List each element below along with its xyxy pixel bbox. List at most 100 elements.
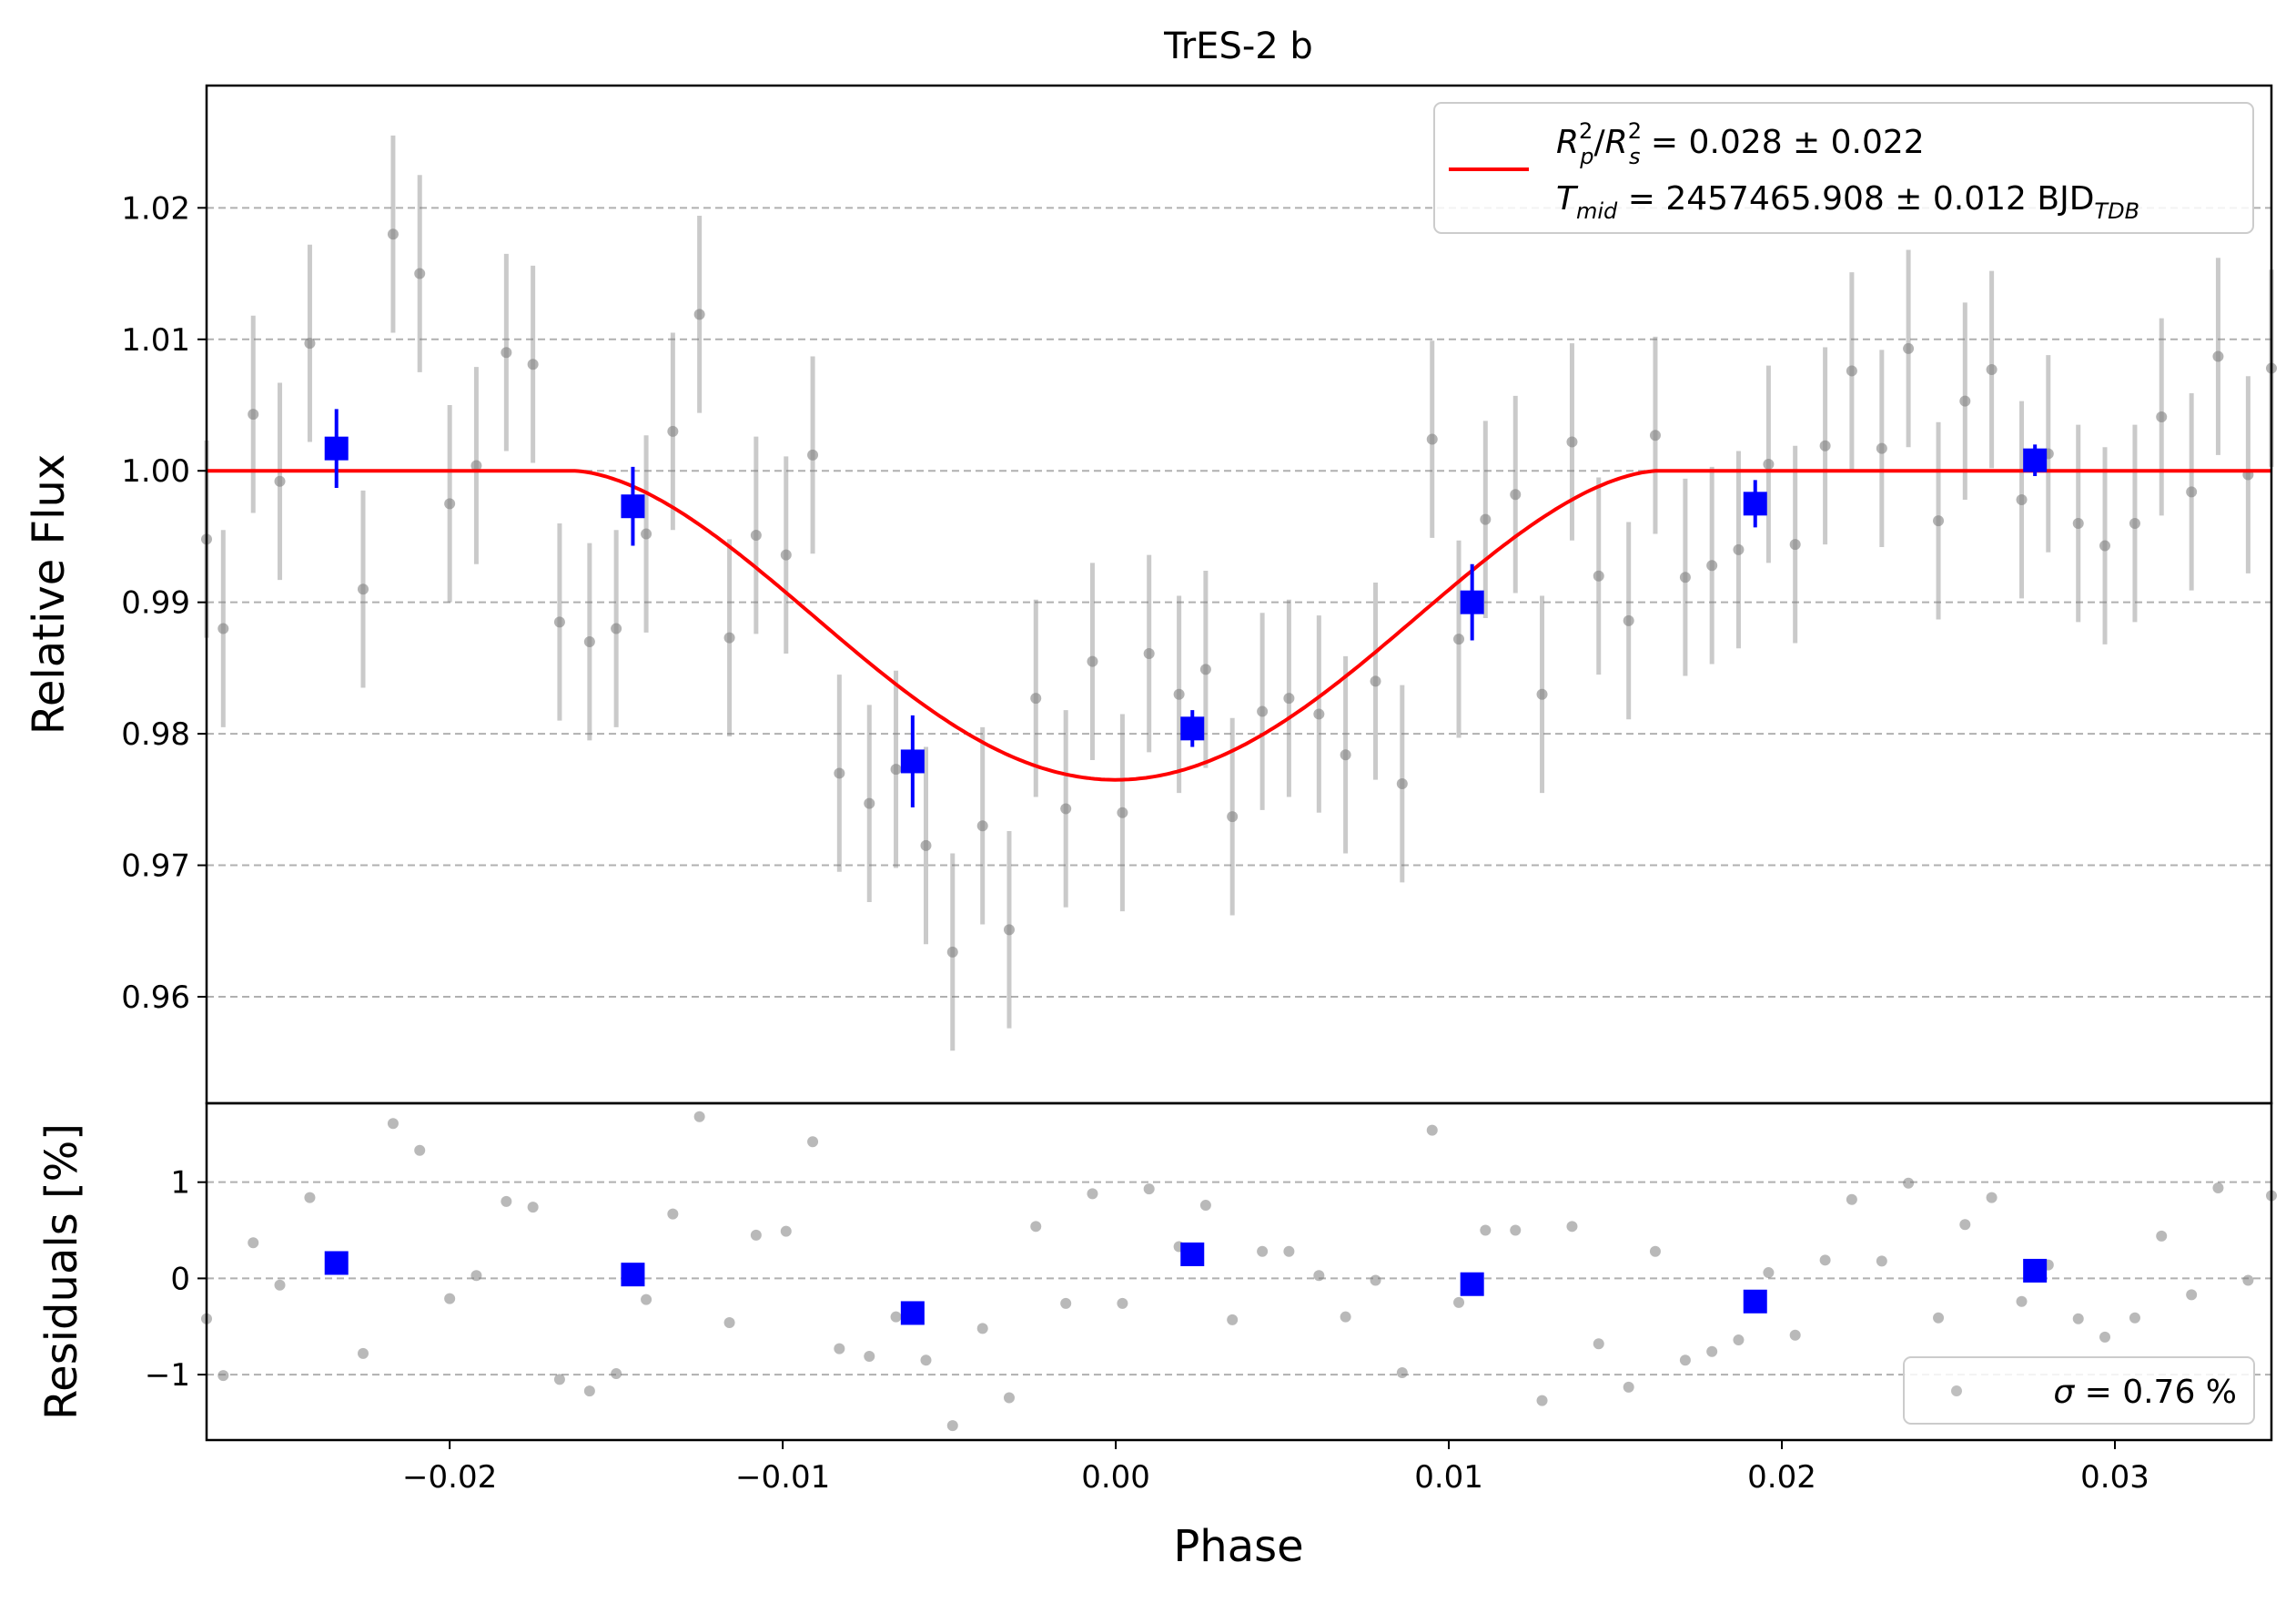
raw-data-point xyxy=(1087,655,1098,667)
raw-data-point xyxy=(1959,395,1971,407)
residual-point xyxy=(217,1370,229,1382)
residual-point xyxy=(1706,1345,1718,1357)
binned-residual-point xyxy=(621,1263,645,1287)
bottom-axes-frame xyxy=(205,1101,2273,1442)
residual-point xyxy=(248,1237,259,1249)
residual-point xyxy=(501,1195,512,1207)
raw-data-point xyxy=(1426,433,1438,445)
raw-data-point xyxy=(217,623,229,634)
raw-data-point xyxy=(248,409,259,421)
top-y-tick-label: 0.99 xyxy=(121,585,190,622)
top-axes-frame xyxy=(205,84,2273,1105)
binned-residual-point xyxy=(900,1301,925,1325)
legend-line-2: Tmid = 2457465.908 ± 0.012 BJDTDB xyxy=(1556,180,2139,224)
residual-point xyxy=(1480,1224,1492,1236)
residual-point xyxy=(1903,1177,1915,1189)
binned-data-point xyxy=(621,494,645,519)
residual-point xyxy=(1396,1367,1408,1378)
top-y-ticks: 0.96 0.97 0.98 0.99 1.00 1.01 1.02 xyxy=(121,190,207,1016)
raw-data-point xyxy=(501,347,512,359)
residual-point xyxy=(414,1144,426,1156)
residual-point xyxy=(1117,1297,1128,1309)
top-y-tick-label: 1.01 xyxy=(121,322,190,359)
residual-point xyxy=(1340,1311,1351,1323)
residual-point xyxy=(1623,1381,1634,1393)
residual-point xyxy=(1030,1221,1042,1233)
residual-point xyxy=(1819,1254,1831,1266)
top-binned-points xyxy=(324,409,2048,807)
raw-data-point xyxy=(1706,560,1718,572)
residuals-panel: −1 0 1 −0.02 −0.01 0.00 0.01 0.02 0.03 Residual… xyxy=(36,1101,2277,1572)
raw-data-point xyxy=(527,359,539,370)
raw-data-point xyxy=(834,767,845,779)
binned-residual-point xyxy=(2023,1258,2048,1283)
raw-data-point xyxy=(1143,648,1155,659)
residual-point xyxy=(611,1368,622,1380)
bottom-grid xyxy=(207,1181,2271,1376)
raw-data-point xyxy=(1763,459,1775,470)
residual-point xyxy=(780,1225,792,1237)
residual-point xyxy=(1649,1245,1661,1257)
residual-point xyxy=(1846,1193,1857,1205)
raw-data-point xyxy=(1340,749,1351,761)
chart-title: TrES-2 b xyxy=(1163,25,1313,67)
binned-data-point xyxy=(324,436,349,461)
top-y-tick-label: 0.98 xyxy=(121,716,190,753)
residual-point xyxy=(946,1420,958,1432)
raw-data-point xyxy=(1313,708,1325,720)
residual-point xyxy=(890,1311,902,1323)
residual-point xyxy=(641,1294,652,1305)
transit-model-line xyxy=(207,469,2271,782)
raw-data-point xyxy=(920,839,932,851)
binned-data-point xyxy=(1180,716,1205,741)
raw-data-point xyxy=(1370,675,1381,687)
raw-data-point xyxy=(1623,614,1634,626)
bottom-y-ticks: −1 0 1 xyxy=(145,1165,207,1394)
residual-point xyxy=(1536,1395,1548,1406)
residual-point xyxy=(864,1351,875,1363)
residual-point xyxy=(304,1192,316,1203)
raw-data-point xyxy=(1003,924,1015,936)
raw-data-point xyxy=(274,475,286,487)
bottom-legend-box xyxy=(1903,1356,2255,1425)
raw-data-point xyxy=(1396,778,1408,789)
x-axis-label: Phase xyxy=(1173,1521,1303,1572)
raw-data-point xyxy=(1117,807,1128,818)
x-tick-label: −0.01 xyxy=(735,1459,830,1496)
raw-data-point xyxy=(1649,430,1661,441)
raw-data-point xyxy=(2212,350,2224,362)
raw-data-point xyxy=(470,460,482,472)
raw-data-point xyxy=(864,797,875,809)
raw-data-point xyxy=(976,820,988,832)
raw-data-point xyxy=(1679,572,1691,583)
residual-point xyxy=(1087,1188,1098,1200)
bottom-y-axis-label: Residuals [%] xyxy=(36,1123,87,1420)
raw-data-point xyxy=(1819,440,1831,451)
raw-data-point xyxy=(444,498,456,510)
residual-point xyxy=(2156,1230,2168,1242)
top-y-tick-label: 1.00 xyxy=(121,453,190,490)
residual-point xyxy=(1679,1354,1691,1366)
residual-point xyxy=(1453,1296,1465,1308)
binned-residual-point xyxy=(324,1251,349,1275)
raw-data-point xyxy=(1510,489,1522,501)
binned-data-point xyxy=(900,749,925,774)
raw-data-point xyxy=(2072,518,2084,529)
residual-point xyxy=(2072,1313,2084,1324)
raw-data-point xyxy=(2099,540,2111,552)
raw-data-point xyxy=(750,530,762,541)
raw-data-point xyxy=(890,764,902,776)
raw-data-point xyxy=(1227,811,1239,823)
raw-data-point xyxy=(358,583,369,595)
x-tick-label: 0.00 xyxy=(1081,1459,1150,1496)
residual-point xyxy=(1510,1224,1522,1236)
residual-point xyxy=(1876,1255,1887,1267)
residual-point xyxy=(1566,1221,1578,1233)
top-y-tick-label: 1.02 xyxy=(121,190,190,227)
raw-data-point xyxy=(780,549,792,561)
residual-point xyxy=(1283,1245,1295,1257)
raw-data-point xyxy=(1986,364,1998,375)
binned-data-point xyxy=(1460,590,1484,614)
binned-data-point xyxy=(2023,448,2048,472)
bottom-y-tick-label: 0 xyxy=(170,1261,190,1297)
